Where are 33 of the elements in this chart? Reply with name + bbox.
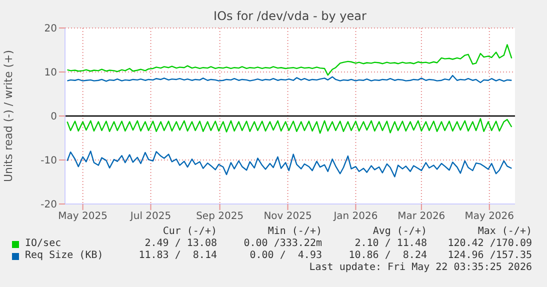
text: 120.42 /170.09 xyxy=(446,238,532,250)
x-tick-label: Sep 2025 xyxy=(196,211,244,222)
text: 10.86 / 8.24 xyxy=(348,250,427,262)
text: Min (-/+) xyxy=(266,226,322,238)
legend-label: Req Size (KB) xyxy=(24,250,104,262)
x-tick-label: Jul 2025 xyxy=(129,211,172,222)
line-series xyxy=(66,74,512,84)
text: 124.96 /157.35 xyxy=(446,250,532,262)
x-tick-label: May 2026 xyxy=(464,211,514,222)
x-tick-label: May 2025 xyxy=(58,211,108,222)
text: 11.83 / 8.14 xyxy=(138,250,217,262)
text: 2.49 / 13.08 xyxy=(144,238,217,250)
y-tick-label: -10 xyxy=(40,156,57,167)
text: 0.00 /333.22m xyxy=(242,238,322,250)
x-tick-label: Mar 2026 xyxy=(398,211,446,222)
y-tick-label: -20 xyxy=(40,200,57,211)
text: Max (-/+) xyxy=(476,226,532,238)
y-axis-title: Units read (-) / write (+) xyxy=(2,50,15,182)
legend-label: IO/sec xyxy=(24,238,62,250)
text: Last update: Fri May 22 03:35:25 2026 xyxy=(308,262,532,274)
y-tick-label: 0 xyxy=(50,112,57,123)
text: Avg (-/+) xyxy=(372,226,427,238)
x-tick-label: Nov 2025 xyxy=(264,211,312,222)
line-series xyxy=(66,44,512,76)
text: 0.00 / 4.93 xyxy=(248,250,322,262)
line-series xyxy=(66,118,512,134)
x-tick-label: Jan 2026 xyxy=(332,211,378,222)
y-tick-label: 20 xyxy=(44,24,57,35)
line-series xyxy=(66,150,512,178)
y-tick-label: 10 xyxy=(44,68,57,79)
text: 2.10 / 11.48 xyxy=(354,238,427,250)
chart-title: IOs for /dev/vda - by year xyxy=(212,9,368,23)
text: Cur (-/+) xyxy=(162,226,217,238)
